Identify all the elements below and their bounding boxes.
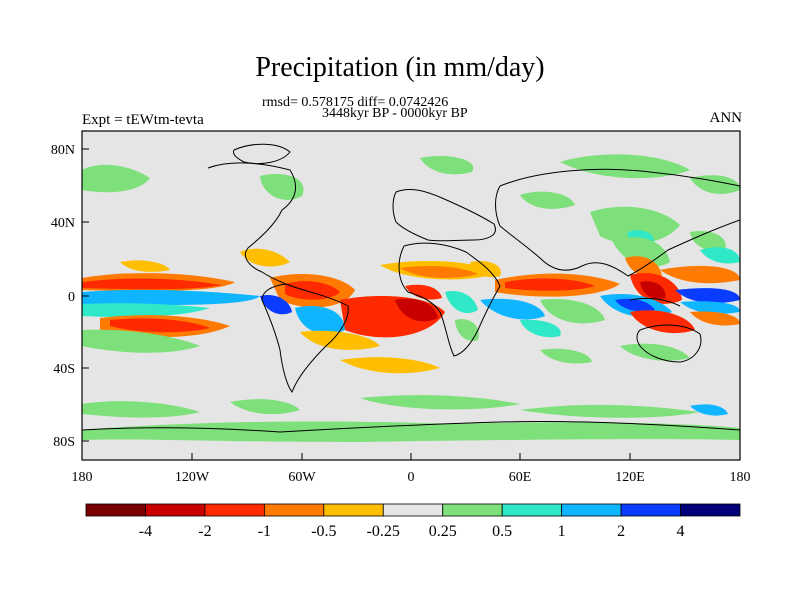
coastline [636,324,702,363]
anomaly-region [470,260,501,278]
anomaly-region [520,191,575,209]
colorbar-swatch [85,503,146,517]
colorbar-label: 0.25 [429,523,457,540]
lat-tick-label: 0 [68,290,75,305]
anomaly-region [620,343,690,361]
experiment-label: Expt = tEWtm-tevta [82,112,204,128]
anomaly-region [690,311,740,326]
anomaly-region [82,401,200,418]
stats-line: rmsd= 0.578175 diff= 0.0742426 [262,95,449,110]
anomaly-region [82,303,210,318]
colorbar: -4 -2 -1 -0.5 -0.25 0.25 0.5 1 2 4 [85,503,741,540]
lat-tick-label: 40S [53,362,75,377]
colorbar-swatch [382,503,444,517]
anomaly-region [455,319,479,341]
lon-tick-label: 60E [509,470,532,485]
anomaly-region [340,357,440,374]
anomaly-region [82,329,200,353]
anomaly-region [260,174,304,200]
anomaly-region [505,278,595,291]
plot-title: Precipitation (in mm/day) [255,52,545,83]
anomaly-region [675,288,740,304]
anomaly-region [680,301,740,314]
anomaly-region [260,294,292,315]
coastline [495,168,740,277]
season-label: ANN [709,110,743,126]
colorbar-swatch [501,503,563,517]
anomaly-region [405,284,442,300]
colorbar-swatch [680,503,741,517]
lat-tick-label: 80N [51,143,75,158]
colorbar-label: 0.5 [492,523,512,540]
anomaly-region [640,281,666,300]
colorbar-swatch [561,503,622,517]
lon-tick-label: 180 [72,470,93,485]
anomaly-region [630,310,695,334]
latitude-ticks: 80N 40N 0 40S 80S [51,143,89,450]
anomaly-region [690,404,728,416]
lon-tick-label: 0 [408,470,415,485]
anomaly-region [285,281,340,300]
colorbar-label: -0.5 [311,523,336,540]
anomaly-region [300,330,380,350]
colorbar-label: 4 [677,523,685,540]
anomaly-region [395,298,438,322]
anomaly-region [420,155,474,175]
lon-tick-label: 180 [730,470,751,485]
coastline [629,297,681,307]
colorbar-label: -1 [258,523,271,540]
coastline [261,283,349,394]
colorbar-label: -4 [139,523,152,540]
coastlines [82,143,740,433]
lon-tick-label: 60W [288,470,316,485]
coastline [82,420,740,433]
lat-tick-label: 40N [51,216,75,231]
lon-tick-label: 120E [615,470,645,485]
lon-tick-label: 120W [175,470,210,485]
lat-tick-label: 80S [53,435,75,450]
colorbar-label: -0.25 [367,523,400,540]
anomaly-region [82,289,260,306]
colorbar-swatch [620,503,681,517]
anomaly-region [82,164,150,193]
coastline [207,162,297,285]
period-line: 3448kyr BP - 0000kyr BP [322,106,468,121]
anomaly-region [520,319,561,338]
anomaly-region [540,298,605,324]
anomaly-region [360,395,520,410]
anomaly-field [82,131,740,460]
colorbar-swatch [145,503,206,517]
anomaly-region [480,298,545,320]
colorbar-swatch [442,503,503,517]
colorbar-label: 2 [617,523,625,540]
colorbar-label: -2 [198,523,211,540]
anomaly-region [240,248,290,267]
anomaly-region [120,260,170,272]
colorbar-swatch [204,503,265,517]
longitude-ticks: 180 120W 60W 0 60E 120E 180 [72,453,751,485]
anomaly-region [110,318,210,333]
coastline [233,143,291,165]
anomaly-region [560,154,690,179]
anomaly-region [700,247,740,264]
anomaly-region [590,206,680,244]
anomaly-region [690,175,740,194]
coastline [392,189,496,242]
colorbar-swatch [323,503,384,517]
anomaly-region [540,348,592,364]
anomaly-region [82,421,740,442]
colorbar-label: 1 [558,523,566,540]
anomaly-region [615,298,655,312]
colorbar-swatch [263,503,325,517]
anomaly-region [400,266,478,278]
anomaly-region [445,290,478,314]
anomaly-region [660,265,740,284]
coastline [398,242,501,357]
anomaly-region [82,278,222,290]
anomaly-region [295,306,345,335]
anomaly-region [520,404,700,418]
anomaly-region [230,399,300,415]
